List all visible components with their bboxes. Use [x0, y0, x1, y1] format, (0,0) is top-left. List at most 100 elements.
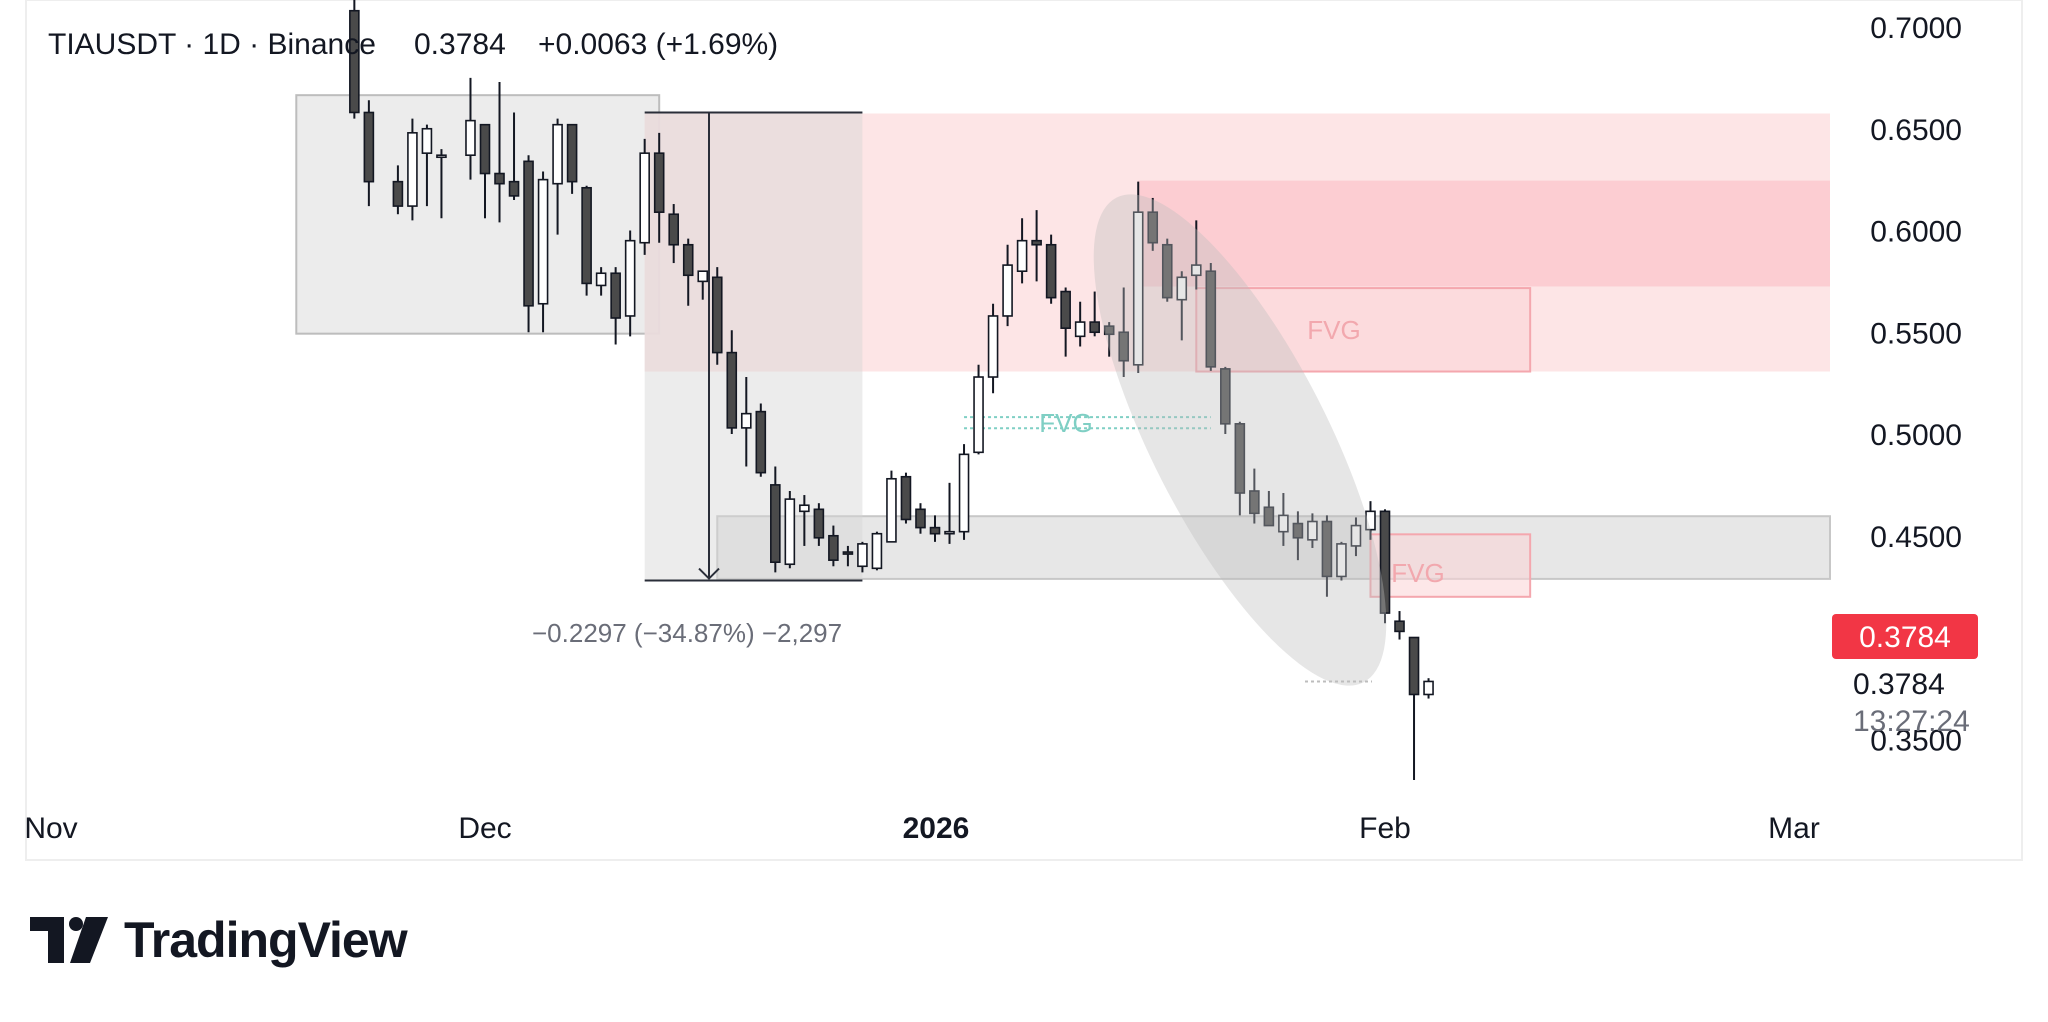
- candle[interactable]: [987, 303, 999, 394]
- demand-zone: [716, 515, 1831, 580]
- candle[interactable]: [958, 444, 970, 540]
- candle[interactable]: [581, 185, 592, 296]
- candle[interactable]: [1307, 513, 1318, 548]
- candle-body: [1423, 680, 1434, 696]
- candle[interactable]: [1423, 678, 1434, 699]
- candle[interactable]: [1190, 220, 1202, 290]
- candle[interactable]: [1060, 287, 1071, 357]
- candle[interactable]: [1147, 197, 1159, 251]
- candle[interactable]: [566, 123, 578, 194]
- candle-body: [1249, 490, 1260, 515]
- candle[interactable]: [508, 112, 520, 200]
- candle[interactable]: [1278, 493, 1289, 546]
- candle[interactable]: [407, 118, 418, 221]
- candle[interactable]: [726, 330, 738, 434]
- candle[interactable]: [595, 267, 607, 296]
- tradingview-logo[interactable]: TradingView: [30, 910, 408, 970]
- candle-body: [1408, 636, 1420, 696]
- candle[interactable]: [740, 377, 752, 467]
- candle[interactable]: [639, 138, 650, 255]
- candle[interactable]: [1205, 263, 1217, 371]
- candle[interactable]: [1161, 238, 1173, 302]
- candle-body: [421, 127, 433, 154]
- candle[interactable]: [770, 466, 781, 573]
- candle[interactable]: [828, 525, 839, 567]
- candle[interactable]: [1234, 421, 1246, 516]
- candle[interactable]: [1089, 291, 1100, 337]
- candle-body: [770, 484, 781, 564]
- highlight-ellipse: [1093, 194, 1387, 686]
- candle[interactable]: [1379, 509, 1391, 624]
- candle[interactable]: [944, 482, 955, 544]
- candle-body: [857, 543, 868, 568]
- candle[interactable]: [711, 267, 723, 365]
- candle[interactable]: [1176, 271, 1188, 341]
- candle[interactable]: [1394, 611, 1405, 640]
- candle[interactable]: [1132, 181, 1144, 373]
- candle-body: [1205, 270, 1217, 368]
- candle[interactable]: [1263, 490, 1275, 527]
- candle[interactable]: [813, 503, 825, 546]
- candle[interactable]: [1002, 244, 1013, 327]
- candle[interactable]: [465, 77, 476, 180]
- candle[interactable]: [1321, 515, 1333, 597]
- price-tick: 0.3500: [1870, 724, 1962, 757]
- candle-body: [523, 160, 534, 307]
- candle[interactable]: [857, 541, 868, 573]
- price-tick: 0.5500: [1870, 317, 1962, 350]
- candle[interactable]: [1031, 210, 1042, 282]
- candle[interactable]: [668, 204, 680, 264]
- candle-body: [813, 508, 825, 539]
- candle[interactable]: [1336, 541, 1347, 581]
- candle[interactable]: [1118, 287, 1130, 378]
- candle[interactable]: [886, 470, 897, 543]
- candle[interactable]: [349, 0, 360, 119]
- time-axis[interactable]: Nov Dec 2026 Feb Mar: [24, 812, 1820, 845]
- candle[interactable]: [494, 81, 505, 223]
- candle-body: [581, 186, 592, 285]
- candle[interactable]: [784, 490, 796, 569]
- candle[interactable]: [653, 132, 665, 243]
- candles-layer[interactable]: [349, 0, 1434, 780]
- candle[interactable]: [755, 403, 767, 477]
- candle-body: [508, 180, 520, 197]
- candle[interactable]: [436, 149, 447, 219]
- candle[interactable]: [1292, 511, 1304, 561]
- candle[interactable]: [682, 238, 694, 306]
- candle[interactable]: [1249, 468, 1260, 524]
- candle[interactable]: [1045, 234, 1057, 304]
- candle[interactable]: [610, 267, 621, 345]
- price-axis[interactable]: 0.7000 0.6500 0.6000 0.5500 0.5000 0.4500 0.35…: [1870, 12, 1962, 757]
- candle[interactable]: [697, 270, 709, 300]
- candle[interactable]: [1074, 301, 1086, 347]
- candle[interactable]: [1220, 366, 1231, 434]
- candle[interactable]: [624, 230, 636, 337]
- candle-body: [697, 270, 709, 283]
- price-tick: 0.6500: [1870, 114, 1962, 147]
- candle[interactable]: [929, 515, 941, 542]
- time-tick: 2026: [903, 812, 970, 845]
- candle[interactable]: [1408, 636, 1420, 780]
- candle[interactable]: [1016, 218, 1028, 284]
- candle[interactable]: [392, 165, 404, 215]
- fvg-red-zone: [1369, 533, 1532, 598]
- last-price-label: 0.3784: [1853, 668, 1945, 701]
- candle[interactable]: [915, 503, 926, 534]
- candle[interactable]: [871, 531, 883, 571]
- candle[interactable]: [842, 545, 854, 567]
- candle-body: [1190, 264, 1202, 277]
- candle[interactable]: [973, 364, 984, 455]
- candle[interactable]: [1103, 322, 1115, 357]
- candle[interactable]: [363, 100, 375, 207]
- candle[interactable]: [900, 472, 912, 524]
- candle[interactable]: [421, 124, 433, 207]
- candle[interactable]: [552, 118, 563, 235]
- candle-body: [639, 152, 650, 244]
- candle[interactable]: [523, 155, 534, 333]
- candle[interactable]: [799, 495, 810, 546]
- candle[interactable]: [537, 171, 549, 333]
- candle[interactable]: [479, 123, 491, 219]
- candle[interactable]: [1365, 501, 1376, 540]
- candle[interactable]: [1350, 517, 1362, 557]
